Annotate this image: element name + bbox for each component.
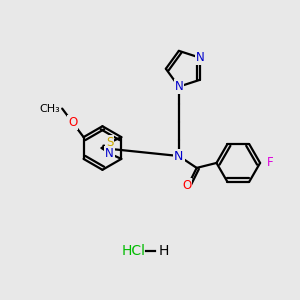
Text: N: N: [174, 149, 184, 163]
Text: H: H: [159, 244, 169, 258]
Text: N: N: [175, 80, 183, 93]
Text: F: F: [267, 156, 274, 170]
Text: HCl: HCl: [121, 244, 145, 258]
Text: O: O: [182, 179, 191, 192]
Text: N: N: [196, 51, 204, 64]
Text: N: N: [105, 147, 114, 160]
Text: O: O: [68, 116, 77, 129]
Text: CH₃: CH₃: [39, 103, 60, 114]
Text: S: S: [106, 136, 113, 149]
